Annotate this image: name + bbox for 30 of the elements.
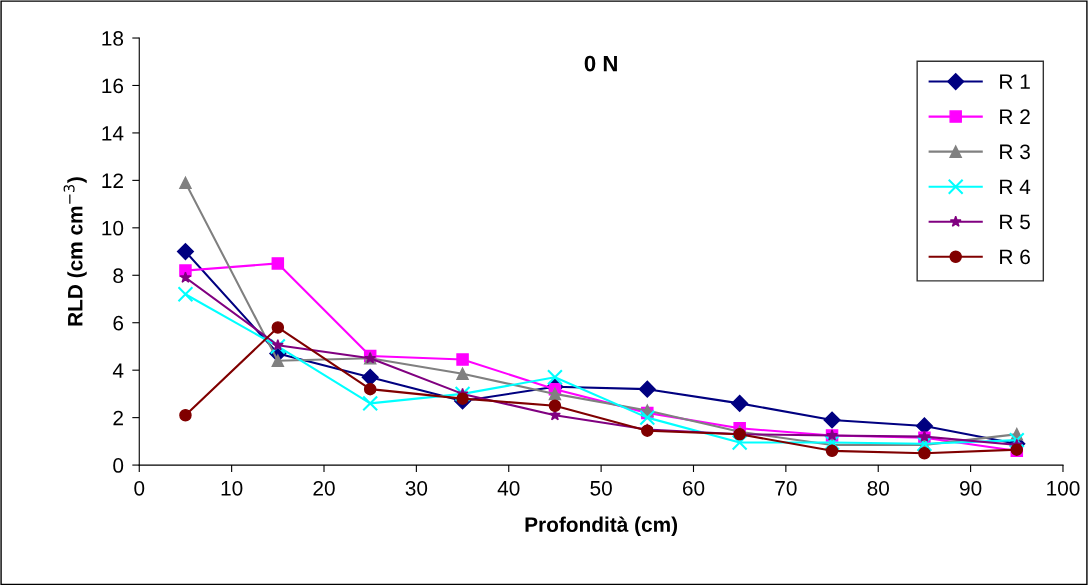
y-tick-label: 18 — [102, 31, 124, 46]
legend-label: R 2 — [1000, 109, 1030, 124]
text: 0 N — [584, 55, 617, 72]
y-tick-label: 6 — [113, 315, 124, 331]
y-tick-label: 16 — [102, 78, 124, 94]
x-tick-label: 80 — [867, 480, 890, 496]
x-tick-label: 10 — [221, 480, 243, 496]
x-tick-label: 20 — [313, 480, 335, 496]
legend-label: R 1 — [1000, 74, 1030, 89]
x-tick-label: 40 — [497, 480, 520, 496]
x-tick-label: 100 — [1047, 480, 1080, 496]
legend-label: R 3 — [1000, 144, 1030, 160]
y-tick-label: 0 — [113, 458, 124, 473]
x-tick-label: 50 — [590, 480, 612, 496]
x-tick-label: 60 — [682, 480, 705, 496]
legend-label: R 4 — [1000, 179, 1031, 194]
legend-label: R 6 — [1000, 249, 1030, 265]
y-tick-label: 14 — [102, 126, 124, 141]
y-axis-title: RLD (cm cm$^{−3}$) — [63, 177, 87, 326]
x-axis-title: Profondità (cm) — [525, 516, 678, 537]
x-tick-label: 30 — [405, 480, 428, 496]
legend-label: R 5 — [1000, 214, 1030, 230]
y-tick-label: 4 — [112, 363, 124, 378]
y-tick-label: 12 — [102, 173, 123, 188]
x-tick-label: 90 — [960, 480, 982, 496]
x-tick-label: 0 — [134, 480, 145, 496]
y-tick-label: 2 — [113, 410, 123, 426]
y-tick-label: 10 — [102, 220, 124, 236]
y-tick-label: 8 — [113, 268, 124, 284]
x-tick-label: 70 — [775, 480, 797, 496]
